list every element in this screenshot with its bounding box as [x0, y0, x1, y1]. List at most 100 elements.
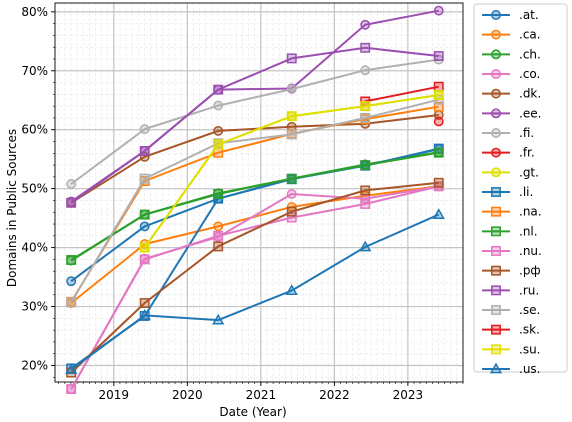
- series-line: [70, 185, 439, 390]
- data-point: [286, 129, 297, 140]
- data-point: [491, 285, 501, 296]
- data-point: [285, 284, 298, 296]
- data-point: [139, 209, 150, 220]
- legend-item: .nu.: [482, 244, 542, 258]
- data-point: [360, 160, 371, 171]
- y-tick-label: 80%: [21, 5, 48, 19]
- legend-item: .gt.: [482, 165, 539, 179]
- legend-label: .dk.: [519, 87, 541, 101]
- series-line: [143, 94, 439, 249]
- legend-item: .fr.: [482, 146, 535, 160]
- data-point: [491, 226, 501, 237]
- legend-item: .us.: [482, 362, 541, 376]
- data-point: [433, 101, 444, 112]
- data-point: [66, 384, 77, 395]
- data-point: [432, 208, 445, 219]
- data-point: [139, 254, 150, 265]
- axes-frame: [54, 2, 464, 383]
- data-point: [491, 147, 501, 158]
- data-point: [286, 84, 297, 95]
- data-point: [491, 305, 501, 315]
- legend-label: .nl.: [519, 224, 538, 238]
- data-point: [139, 298, 150, 308]
- y-tick-label: 30%: [21, 300, 48, 314]
- data-point: [360, 185, 371, 196]
- series-line: [70, 213, 440, 371]
- series-line: [70, 46, 439, 204]
- data-point: [286, 173, 297, 184]
- data-point: [213, 230, 224, 241]
- legend-label: .sk.: [519, 323, 540, 337]
- data-point: [66, 179, 77, 189]
- legend-label: .co.: [519, 67, 540, 81]
- ticks: 2019 2020 2021 2022 2023 20% 30% 40% 50% 60% 70% 80…: [21, 5, 464, 402]
- legend-item: .pф: [482, 264, 541, 278]
- legend-item: .dk.: [482, 87, 541, 101]
- data-point: [489, 362, 503, 374]
- legend-item: .ee.: [482, 106, 541, 120]
- y-tick-label: 50%: [21, 182, 48, 196]
- legend-label: .su.: [519, 342, 541, 356]
- data-point: [213, 189, 224, 199]
- series-11: [66, 147, 444, 265]
- data-point: [66, 255, 77, 265]
- data-point: [491, 29, 501, 40]
- legend-label: .gt.: [519, 165, 539, 179]
- data-point: [139, 145, 150, 156]
- data-point: [433, 90, 444, 100]
- data-point: [213, 125, 224, 136]
- series-15: [66, 94, 444, 308]
- series-18: [65, 208, 445, 374]
- data-point: [360, 101, 371, 112]
- data-point: [213, 139, 224, 150]
- legend-item: .nl.: [482, 224, 538, 238]
- data-point: [491, 344, 501, 355]
- data-point: [359, 240, 372, 252]
- data-point: [139, 173, 150, 184]
- data-point: [360, 65, 371, 76]
- data-point: [212, 313, 225, 325]
- series-line: [70, 151, 439, 261]
- data-point: [433, 81, 444, 92]
- legend-item: .ch.: [482, 47, 541, 61]
- series-line: [70, 114, 439, 204]
- data-point: [433, 5, 444, 16]
- legend-label: .nu.: [519, 244, 542, 258]
- data-point: [66, 276, 77, 287]
- data-point: [433, 147, 444, 158]
- legend-label: .at.: [519, 8, 539, 22]
- legend: .at. .ca. .ch. .co. .dk. .ee. .fi. .fr. .gt. .li.…: [473, 3, 568, 376]
- legend-label: .ee.: [519, 106, 541, 120]
- data-point: [66, 297, 77, 308]
- legend-item: .se.: [482, 303, 540, 317]
- data-point: [491, 10, 501, 20]
- data-point: [491, 167, 501, 178]
- x-axis-label: Date (Year): [219, 405, 286, 419]
- legend-label: .pф: [519, 264, 541, 278]
- x-tick-label: 2020: [172, 388, 203, 402]
- legend-label: .se.: [519, 303, 540, 317]
- data-point: [360, 199, 371, 209]
- data-point: [491, 69, 501, 79]
- y-tick-label: 40%: [21, 241, 48, 255]
- y-tick-label: 20%: [21, 358, 48, 372]
- legend-label: .ch.: [519, 47, 541, 61]
- data-point: [433, 51, 444, 61]
- y-tick-label: 60%: [21, 123, 48, 137]
- series-14: [66, 42, 444, 208]
- legend-label: .ru.: [519, 283, 539, 297]
- series-line: [70, 181, 439, 374]
- legend-label: .li.: [519, 185, 533, 199]
- series-17: [139, 90, 444, 253]
- data-point: [66, 197, 77, 208]
- data-point: [491, 88, 501, 99]
- data-point: [286, 206, 297, 217]
- y-axis-label: Domains in Public Sources: [5, 129, 19, 287]
- x-tick-label: 2019: [99, 388, 130, 402]
- plot-area: 2019 2020 2021 2022 2023 20% 30% 40% 50% 60% 70% 80…: [21, 2, 464, 402]
- series-7: [433, 116, 444, 127]
- series-line: [70, 58, 439, 185]
- legend-item: .ru.: [482, 283, 539, 297]
- data-point: [491, 128, 501, 138]
